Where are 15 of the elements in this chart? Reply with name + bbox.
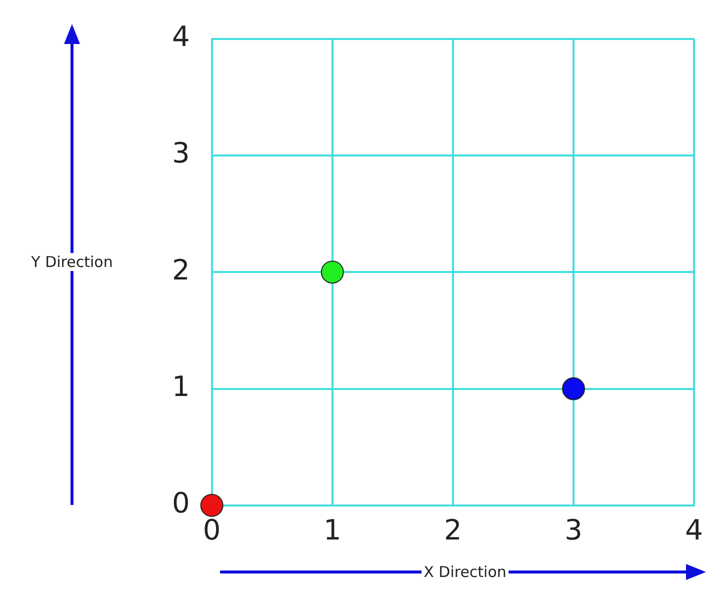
y-tick-label: 4	[172, 20, 190, 54]
x-tick-label: 4	[685, 513, 704, 546]
x-tick-label: 0	[202, 513, 221, 546]
point	[562, 377, 586, 400]
x-tick-label: 2	[444, 513, 462, 546]
y-tick-label: 3	[172, 136, 190, 170]
x-tick-label: 1	[323, 513, 342, 546]
y-tick-label: 2	[172, 253, 190, 286]
x-axis-title: X Direction	[422, 563, 508, 581]
point	[200, 494, 224, 517]
y-tick-label: 1	[172, 370, 190, 404]
x-tick-label: 3	[564, 513, 582, 546]
point	[320, 260, 344, 284]
y-tick-label: 0	[172, 486, 190, 520]
y-axis-title: Y Direction	[29, 253, 115, 271]
